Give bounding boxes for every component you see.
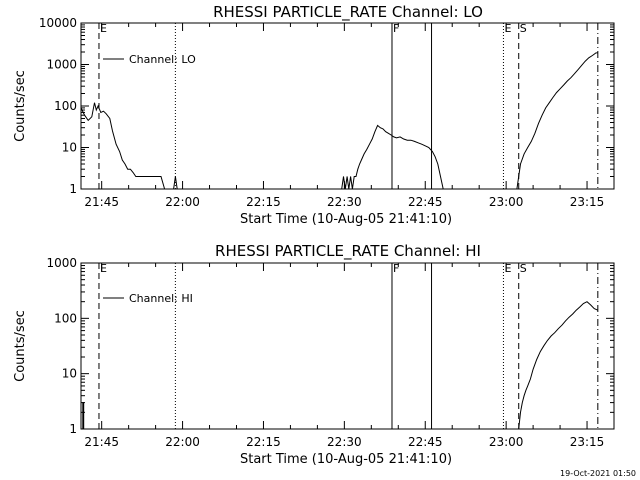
y-tick-label: 10000 <box>39 16 77 30</box>
y-tick-label: 10 <box>62 367 77 381</box>
x-tick-label: 22:30 <box>327 195 362 209</box>
panel-hi-x-axis: 21:45 22:00 22:15 22:30 22:45 23:00 23:15 <box>84 263 615 449</box>
x-tick-label: 22:45 <box>408 195 443 209</box>
y-tick-label: 1 <box>69 182 77 196</box>
panel-lo: RHESSI PARTICLE_RATE Channel: LO 1101001… <box>13 3 615 227</box>
marker-label: S <box>520 262 527 275</box>
series-line <box>82 402 85 429</box>
panel-lo-legend: Channel: LO <box>103 53 196 66</box>
x-tick-label: 22:00 <box>165 435 200 449</box>
x-tick-label: 22:15 <box>246 195 281 209</box>
panel-lo-y-axis: 1 10 100 1000 10000 <box>39 16 614 196</box>
panel-hi-legend: Channel: HI <box>103 292 193 305</box>
y-tick-label: 100 <box>54 311 77 325</box>
y-tick-label: 1000 <box>46 58 77 72</box>
series-line <box>518 301 599 430</box>
panel-hi-xlabel: Start Time (10-Aug-05 21:41:10) <box>240 452 452 467</box>
marker-label: S <box>520 22 527 35</box>
panel-lo-title: RHESSI PARTICLE_RATE Channel: LO <box>213 3 483 22</box>
panel-lo-frame <box>80 22 615 190</box>
marker-label: E <box>100 22 107 35</box>
y-tick-label: 1 <box>69 422 77 436</box>
panel-lo-xlabel: Start Time (10-Aug-05 21:41:10) <box>240 212 452 227</box>
panel-hi-legend-label: Channel: HI <box>129 292 193 305</box>
x-tick-label: 22:15 <box>246 435 281 449</box>
x-tick-label: 21:45 <box>84 435 119 449</box>
panel-hi: RHESSI PARTICLE_RATE Channel: HI 1101001… <box>13 242 615 467</box>
y-tick-label: 100 <box>54 99 77 113</box>
x-tick-label: 21:45 <box>84 195 119 209</box>
panel-hi-series <box>82 301 599 430</box>
x-tick-label: 23:15 <box>570 195 605 209</box>
panel-hi-title: RHESSI PARTICLE_RATE Channel: HI <box>215 242 481 261</box>
panel-hi-frame <box>80 262 615 430</box>
marker-label: F <box>393 22 399 35</box>
marker-label: E <box>504 262 511 275</box>
marker-label: E <box>100 262 107 275</box>
x-tick-label: 22:00 <box>165 195 200 209</box>
footer-timestamp: 19-Oct-2021 01:50 <box>560 469 636 478</box>
x-tick-label: 23:15 <box>570 435 605 449</box>
x-tick-label: 22:45 <box>408 435 443 449</box>
x-tick-label: 23:00 <box>489 435 524 449</box>
panel-lo-legend-label: Channel: LO <box>129 53 196 66</box>
y-tick-label: 10 <box>62 141 77 155</box>
marker-label: F <box>393 262 399 275</box>
y-tick-label: 1000 <box>46 256 77 270</box>
x-tick-label: 22:30 <box>327 435 362 449</box>
panel-lo-series <box>80 52 598 190</box>
series-line <box>516 52 598 190</box>
series-line <box>173 176 178 190</box>
marker-label: E <box>504 22 511 35</box>
panel-lo-ylabel: Counts/sec <box>13 70 28 142</box>
panel-hi-y-axis: 1 10 100 1000 <box>46 256 614 436</box>
panel-lo-x-axis: 21:45 22:00 22:15 22:30 22:45 23:00 23:15 <box>84 23 615 209</box>
series-line <box>341 124 444 190</box>
panel-hi-ylabel: Counts/sec <box>13 310 28 382</box>
x-tick-label: 23:00 <box>489 195 524 209</box>
series-line <box>80 102 166 190</box>
